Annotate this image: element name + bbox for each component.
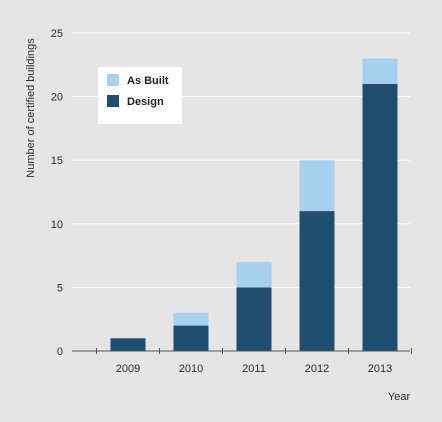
legend-swatch	[107, 74, 119, 86]
legend: As Built Design	[98, 67, 182, 124]
y-tick-label: 25	[51, 28, 63, 40]
legend-swatch	[107, 95, 119, 107]
x-tick-label: 2009	[116, 363, 140, 375]
bar-design-2012	[299, 211, 335, 351]
y-axis-title: Number of certified buildings	[25, 38, 37, 178]
x-tick-label: 2013	[368, 363, 392, 375]
x-tick-label: 2011	[242, 363, 266, 375]
legend-label: As Built	[127, 75, 169, 87]
x-tick-label: 2012	[305, 363, 329, 375]
y-tick-label: 0	[57, 346, 63, 358]
y-tick-label: 5	[57, 282, 63, 294]
axes: 0 5 10 15 20 25 2009 2010 2011 2012 2013	[51, 28, 412, 375]
bar-design-2010	[173, 325, 209, 351]
y-tick-label: 15	[51, 155, 63, 167]
x-tick-label: 2010	[179, 363, 203, 375]
bar-design-2013	[362, 83, 398, 351]
bar-as-built-2013	[362, 58, 398, 84]
y-tick-label: 20	[51, 92, 63, 104]
bar-design-2009	[110, 338, 146, 351]
bars	[110, 58, 398, 351]
x-axis-title: Year	[388, 391, 411, 403]
bar-as-built-2012	[299, 160, 335, 212]
legend-label: Design	[127, 96, 164, 108]
y-tick-label: 10	[51, 219, 63, 231]
bar-design-2011	[236, 287, 272, 351]
bar-as-built-2011	[236, 261, 272, 288]
bar-as-built-2010	[173, 312, 209, 326]
